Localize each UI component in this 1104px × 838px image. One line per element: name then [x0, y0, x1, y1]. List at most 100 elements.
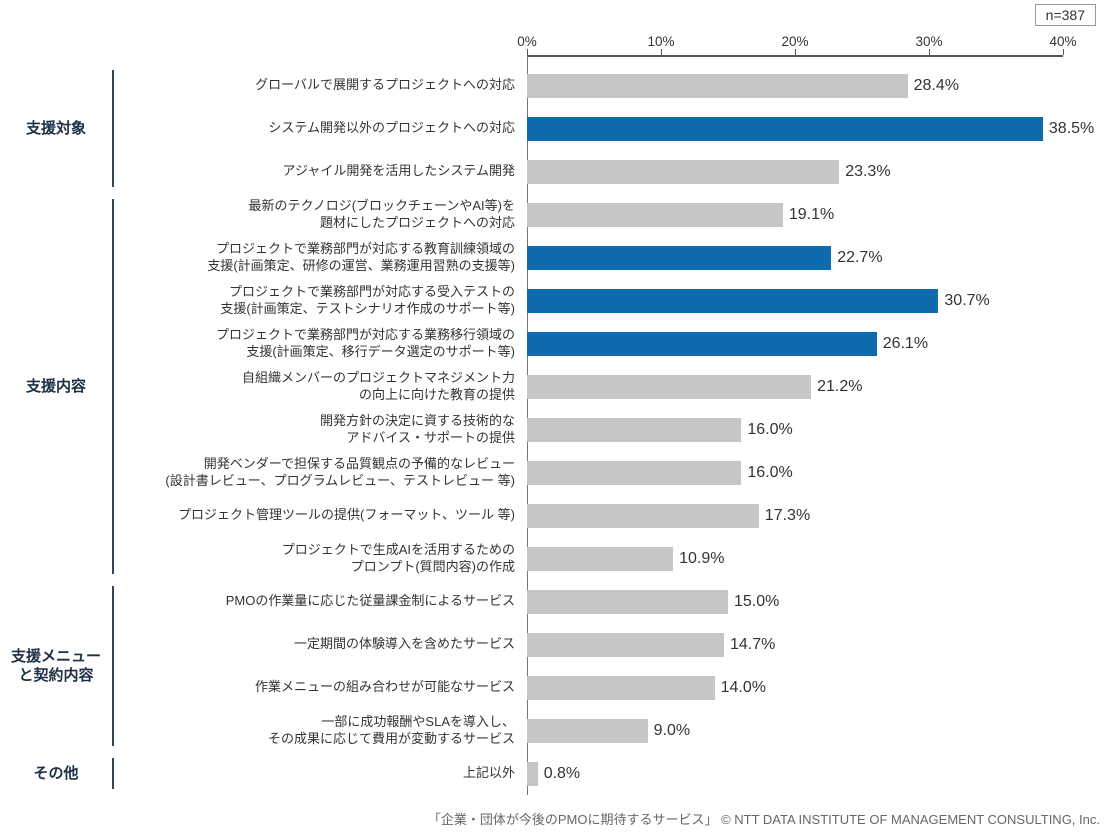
x-tick-mark	[795, 49, 796, 55]
group-label: 支援内容	[25, 377, 86, 395]
bar	[527, 331, 877, 356]
chart-row: 最新のテクノロジ(ブロックチェーンやAI等)を 題材にしたプロジェクトへの対応 1…	[114, 193, 1104, 236]
group-divider	[112, 758, 114, 789]
bar-label: 最新のテクノロジ(ブロックチェーンやAI等)を 題材にしたプロジェクトへの対応	[248, 197, 515, 230]
bar	[527, 503, 759, 528]
source-caption: 「企業・団体が今後のPMOに期待するサービス」 © NTT DATA INSTI…	[427, 812, 1100, 827]
group-divider	[112, 70, 114, 187]
chart-row: 自組織メンバーのプロジェクトマネジメント力 の向上に向けた教育の提供 21.2%	[114, 365, 1104, 408]
bar	[527, 589, 728, 614]
chart-row: 一定期間の体験導入を含めたサービス 14.7%	[114, 623, 1104, 666]
bar-track: 15.0%	[527, 589, 1104, 614]
chart-row: プロジェクトで業務部門が対応する教育訓練領域の 支援(計画策定、研修の運営、業務…	[114, 236, 1104, 279]
bar-track: 14.7%	[527, 632, 1104, 657]
chart-row: 開発ベンダーで担保する品質観点の予備的なレビュー (設計書レビュー、プログラムレ…	[114, 451, 1104, 494]
chart-row: プロジェクトで業務部門が対応する業務移行領域の 支援(計画策定、移行データ選定の…	[114, 322, 1104, 365]
bar	[527, 73, 908, 98]
bar	[527, 718, 648, 743]
bar-track: 26.1%	[527, 331, 1104, 356]
bar	[527, 288, 939, 313]
chart-row: システム開発以外のプロジェクトへの対応 38.5%	[114, 107, 1104, 150]
group-rows: グローバルで展開するプロジェクトへの対応 28.4% システム開発以外のプロジェクト…	[114, 64, 1104, 193]
chart-group: 支援内容 最新のテクノロジ(ブロックチェーンやAI等)を 題材にしたプロジェクトへ…	[0, 193, 1104, 580]
bar-track: 28.4%	[527, 73, 1104, 98]
x-tick-mark	[527, 49, 528, 55]
chart-row: 上記以外 0.8%	[114, 752, 1104, 795]
bar-track: 14.0%	[527, 675, 1104, 700]
bar-value: 15.0%	[734, 592, 780, 610]
chart-row: アジャイル開発を活用したシステム開発 23.3%	[114, 150, 1104, 193]
chart-row: 作業メニューの組み合わせが可能なサービス 14.0%	[114, 666, 1104, 709]
bar-label: 自組織メンバーのプロジェクトマネジメント力 の向上に向けた教育の提供	[241, 369, 515, 402]
bar-track: 17.3%	[527, 503, 1104, 528]
bar	[527, 374, 812, 399]
bar-value: 22.7%	[837, 248, 883, 266]
bar-track: 19.1%	[527, 202, 1104, 227]
bar-value: 23.3%	[845, 162, 891, 180]
bar-value: 38.5%	[1048, 119, 1095, 137]
sample-size-badge: n=387	[1034, 4, 1096, 26]
chart-group: 支援メニュー と契約内容 PMOの作業量に応じた従量課金制によるサービス 15.0%…	[0, 580, 1104, 752]
bar	[527, 460, 742, 485]
bar-value: 14.0%	[720, 678, 766, 696]
bar-label: 開発方針の決定に資する技術的な アドバイス・サポートの提供	[319, 412, 515, 445]
bar-label: PMOの作業量に応じた従量課金制によるサービス	[225, 593, 515, 609]
bar-track: 16.0%	[527, 460, 1104, 485]
bar-label: プロジェクトで業務部門が対応する教育訓練領域の 支援(計画策定、研修の運営、業務…	[207, 240, 515, 273]
bar-value: 16.0%	[747, 420, 793, 438]
group-rows: 最新のテクノロジ(ブロックチェーンやAI等)を 題材にしたプロジェクトへの対応 1…	[114, 193, 1104, 580]
bar-value: 21.2%	[817, 377, 863, 395]
bar-value: 19.1%	[788, 205, 835, 223]
bar-value: 0.8%	[543, 764, 581, 782]
x-tick-label: 30%	[915, 34, 943, 49]
bar	[527, 632, 724, 657]
group-label: その他	[33, 764, 79, 782]
bar	[527, 245, 832, 270]
group-rows: 上記以外 0.8%	[114, 752, 1104, 795]
bar-label: 一部に成功報酬やSLAを導入し、 その成果に応じて費用が変動するサービス	[267, 713, 515, 746]
bar	[527, 116, 1043, 141]
chart-row: 開発方針の決定に資する技術的な アドバイス・サポートの提供 16.0%	[114, 408, 1104, 451]
bar-label: アジャイル開発を活用したシステム開発	[282, 163, 515, 179]
bar-label: プロジェクトで生成AIを活用するための プロンプト(質問内容)の作成	[281, 541, 515, 574]
bar	[527, 546, 674, 571]
bar-label: プロジェクトで業務部門が対応する業務移行領域の 支援(計画策定、移行データ選定の…	[215, 326, 515, 359]
bar-value: 9.0%	[653, 721, 691, 739]
bar	[527, 675, 715, 700]
bar-track: 9.0%	[527, 718, 1104, 743]
bar-value: 17.3%	[764, 506, 811, 524]
bar-label: 開発ベンダーで担保する品質観点の予備的なレビュー (設計書レビュー、プログラムレ…	[165, 455, 515, 488]
bar-track: 16.0%	[527, 417, 1104, 442]
bar-track: 0.8%	[527, 761, 1104, 786]
bar-label: 作業メニューの組み合わせが可能なサービス	[254, 679, 515, 695]
chart-group: その他 上記以外 0.8%	[0, 752, 1104, 795]
bar-label: 一定期間の体験導入を含めたサービス	[293, 636, 515, 652]
bar-label: プロジェクト管理ツールの提供(フォーマット、ツール 等)	[177, 507, 515, 523]
axis-line	[527, 55, 1063, 57]
bar	[527, 761, 538, 786]
chart-row: プロジェクトで生成AIを活用するための プロンプト(質問内容)の作成 10.9%	[114, 537, 1104, 580]
bar-value: 16.0%	[747, 463, 793, 481]
bar-value: 10.9%	[679, 549, 725, 567]
chart-row: グローバルで展開するプロジェクトへの対応 28.4%	[114, 64, 1104, 107]
bar-track: 38.5%	[527, 116, 1104, 141]
x-tick-label: 40%	[1049, 34, 1077, 49]
bar-track: 23.3%	[527, 159, 1104, 184]
bar-value: 28.4%	[913, 76, 959, 94]
x-tick-label: 20%	[781, 34, 809, 49]
chart-group: 支援対象 グローバルで展開するプロジェクトへの対応 28.4% システム開発以外のプロ…	[0, 64, 1104, 193]
bar-track: 22.7%	[527, 245, 1104, 270]
group-label: 支援メニュー と契約内容	[10, 647, 101, 685]
group-divider	[112, 199, 114, 574]
bar-label: グローバルで展開するプロジェクトへの対応	[255, 77, 515, 93]
bar-chart: 支援対象 グローバルで展開するプロジェクトへの対応 28.4% システム開発以外のプロ…	[0, 64, 1104, 795]
group-label: 支援対象	[25, 119, 86, 137]
x-tick-mark	[1063, 49, 1064, 55]
bar	[527, 202, 783, 227]
bar-track: 10.9%	[527, 546, 1104, 571]
x-tick-label: 0%	[517, 34, 537, 49]
chart-row: プロジェクト管理ツールの提供(フォーマット、ツール 等) 17.3%	[114, 494, 1104, 537]
bar-label: プロジェクトで業務部門が対応する受入テストの 支援(計画策定、テストシナリオ作成…	[220, 283, 515, 316]
x-tick-label: 10%	[647, 34, 675, 49]
